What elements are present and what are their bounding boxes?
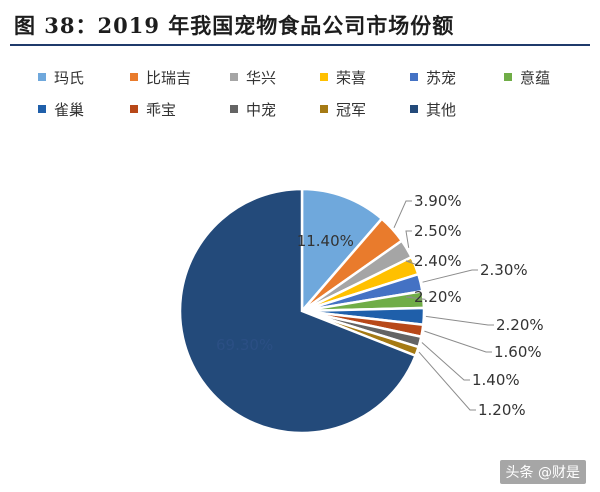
- data-label: 1.60%: [494, 343, 542, 361]
- legend-item: 比瑞吉: [130, 66, 191, 88]
- legend-label: 其他: [426, 100, 457, 119]
- legend-item: 乖宝: [130, 98, 176, 120]
- legend-swatch: [410, 105, 418, 113]
- chart-title: 图 38：2019 年我国宠物食品公司市场份额: [14, 13, 455, 38]
- data-label: 2.50%: [414, 222, 462, 240]
- leader-line: [405, 296, 426, 300]
- data-label: 69.30%: [216, 336, 273, 354]
- legend-swatch: [320, 73, 328, 81]
- legend-item: 玛氏: [38, 66, 84, 88]
- legend-label: 意蕴: [520, 68, 551, 87]
- legend-label: 中宠: [246, 100, 277, 119]
- legend-label: 华兴: [246, 68, 277, 87]
- legend-label: 雀巢: [54, 100, 85, 119]
- legend-label: 荣喜: [336, 68, 367, 87]
- title-bar: 图 38：2019 年我国宠物食品公司市场份额: [0, 0, 600, 48]
- legend-item: 荣喜: [320, 66, 366, 88]
- data-label: 2.30%: [480, 261, 528, 279]
- legend-item: 苏宠: [410, 66, 456, 88]
- data-label: 1.20%: [478, 401, 526, 419]
- title-rule: [10, 44, 590, 46]
- data-label: 2.40%: [414, 252, 462, 270]
- leader-line: [405, 260, 418, 266]
- leader-line: [425, 315, 494, 326]
- leader-line: [424, 330, 492, 353]
- legend-label: 乖宝: [146, 100, 177, 119]
- leader-line: [418, 351, 476, 411]
- legend-label: 苏宠: [426, 68, 457, 87]
- legend-swatch: [130, 73, 138, 81]
- legend-label: 比瑞吉: [146, 68, 192, 87]
- data-label: 2.20%: [414, 288, 462, 306]
- legend-item: 其他: [410, 98, 456, 120]
- data-label: 2.20%: [496, 316, 544, 334]
- legend-label: 玛氏: [54, 68, 85, 87]
- leader-line: [422, 269, 478, 283]
- leader-line: [405, 230, 412, 248]
- legend-item: 雀巢: [38, 98, 84, 120]
- pie-slice: [300, 187, 384, 315]
- legend-swatch: [230, 105, 238, 113]
- legend-swatch: [38, 73, 46, 81]
- data-label: 3.90%: [414, 192, 462, 210]
- leader-line: [393, 200, 412, 229]
- legend-swatch: [130, 105, 138, 113]
- data-label: 11.40%: [297, 232, 354, 250]
- legend-label: 冠军: [336, 100, 367, 119]
- pie-slice: [178, 187, 418, 435]
- watermark: 头条 @财是: [499, 460, 586, 484]
- legend-swatch: [320, 105, 328, 113]
- legend-item: 冠军: [320, 98, 366, 120]
- legend-swatch: [38, 105, 46, 113]
- legend-item: 中宠: [230, 98, 276, 120]
- legend-swatch: [504, 73, 512, 81]
- legend-item: 华兴: [230, 66, 276, 88]
- legend-swatch: [230, 73, 238, 81]
- legend-swatch: [410, 73, 418, 81]
- data-label: 1.40%: [472, 371, 520, 389]
- leader-line: [421, 342, 470, 381]
- legend-item: 意蕴: [504, 66, 550, 88]
